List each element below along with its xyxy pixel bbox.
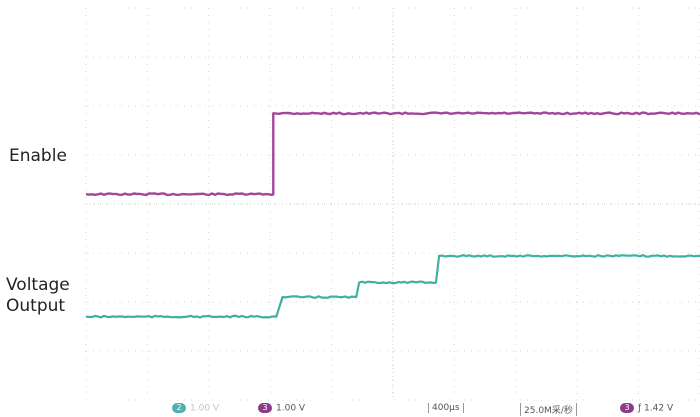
channel-3-readout: 3 1.00 V	[258, 403, 305, 414]
trigger-level: 1.42 V	[644, 403, 674, 414]
channel-2-scale: 1.00 V	[190, 403, 220, 414]
channel-3-badge: 3	[258, 403, 272, 413]
trigger-slope-icon: ƒ	[638, 403, 642, 414]
trace-group	[85, 111, 700, 319]
trigger-channel-badge: 3	[620, 403, 634, 413]
enable-trace-line	[85, 111, 700, 197]
channel-2-badge: 2	[172, 403, 186, 413]
channel-2-readout: 2 1.00 V	[172, 403, 219, 414]
sample-rate-readout: 25.0M采/秒	[520, 403, 577, 416]
voltage-output-label-line2: Output	[6, 296, 66, 316]
graticule	[85, 7, 700, 401]
timebase-readout: 400µs	[428, 403, 464, 413]
voltage-output-label-line1: Voltage	[6, 275, 70, 295]
enable-trace-label: Enable	[9, 146, 67, 166]
voltage-output-trace-line	[85, 254, 700, 319]
channel-3-scale: 1.00 V	[276, 403, 306, 414]
